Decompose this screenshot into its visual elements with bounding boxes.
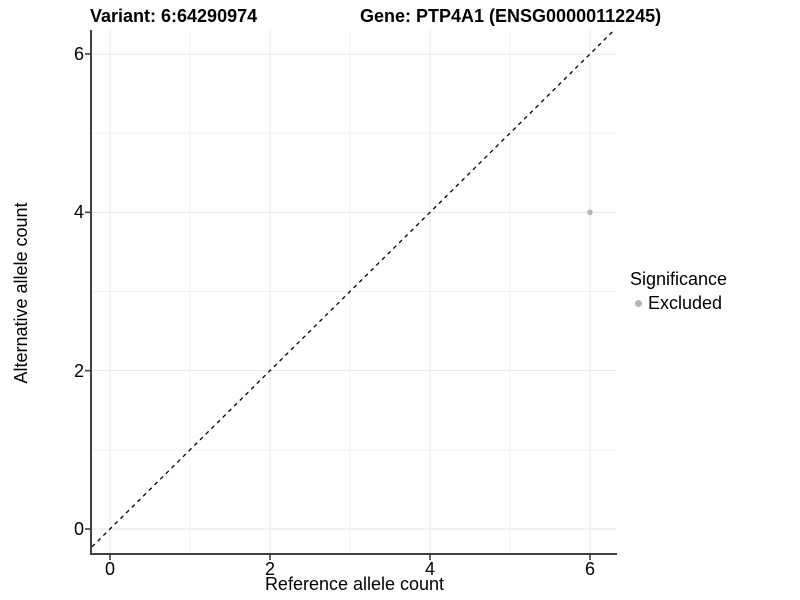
legend-entry-excluded: Excluded [630, 293, 798, 314]
x-tick-label-6: 6 [584, 559, 595, 579]
x-tick-label-2: 2 [264, 559, 275, 579]
legend: Significance Excluded [630, 269, 798, 314]
data-point-excluded [587, 209, 593, 216]
excluded-marker-dot-icon [635, 300, 642, 307]
plot-title-gene: Gene: PTP4A1 (ENSG00000112245) [360, 6, 662, 26]
plot-title-variant: Variant: 6:64290974 [90, 6, 258, 26]
identity-dashed-line [92, 30, 616, 548]
legend-entry-label: Excluded [648, 293, 723, 313]
y-tick-label-2: 2 [73, 360, 84, 381]
y-tick-label-6: 6 [73, 43, 84, 64]
y-tick-label-0: 0 [73, 519, 84, 539]
legend-title: Significance [630, 269, 728, 289]
y-axis-title: Alternative allele count [11, 202, 31, 384]
y-tick-label-4: 4 [73, 202, 84, 223]
x-axis-title: Reference allele count [264, 574, 445, 594]
x-tick-label-4: 4 [424, 559, 435, 579]
x-tick-label-0: 0 [104, 559, 115, 579]
